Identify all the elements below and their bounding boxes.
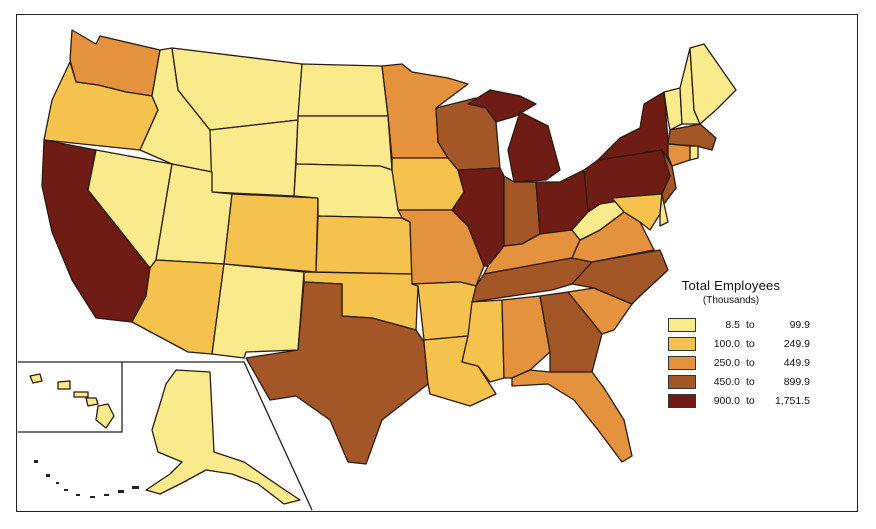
legend-high-value: 899.9 bbox=[783, 376, 810, 388]
state-hi-maui bbox=[85, 397, 99, 407]
legend-high-value: 449.9 bbox=[783, 357, 810, 369]
state-hi-kauai bbox=[29, 373, 43, 384]
state-fl bbox=[511, 369, 633, 463]
state-nd bbox=[297, 63, 389, 117]
state-ia bbox=[391, 157, 465, 211]
legend-row: 8.5 to 99.9 bbox=[668, 318, 818, 334]
legend-swatch bbox=[668, 375, 696, 389]
state-hi-big-island bbox=[95, 403, 115, 429]
legend-low-value: 8.5 bbox=[725, 319, 740, 331]
state-sd bbox=[295, 115, 393, 171]
legend-row: 100.0 to 249.9 bbox=[668, 337, 818, 353]
alaska-aleutian-islands bbox=[34, 460, 139, 498]
state-vt bbox=[663, 87, 683, 131]
legend-low-value: 450.0 bbox=[713, 376, 740, 388]
hawaii-inset bbox=[29, 373, 115, 429]
legend-low-value: 250.0 bbox=[713, 357, 740, 369]
legend-subtitle: (Thousands) bbox=[702, 295, 760, 306]
state-hi-molokai bbox=[73, 391, 89, 398]
legend-low-value: 900.0 bbox=[713, 395, 740, 407]
legend-high-value: 249.9 bbox=[783, 338, 810, 350]
legend-swatch bbox=[668, 356, 696, 370]
state-me bbox=[689, 43, 737, 125]
legend-swatch bbox=[668, 318, 696, 332]
legend-swatch bbox=[668, 337, 696, 351]
state-ct bbox=[667, 143, 691, 167]
state-wy bbox=[209, 119, 299, 197]
legend-high-value: 99.9 bbox=[789, 319, 810, 331]
inset-frame-lines bbox=[18, 361, 313, 511]
state-ak bbox=[145, 369, 301, 505]
legend-high-value: 1,751.5 bbox=[774, 395, 810, 407]
state-de bbox=[659, 193, 669, 227]
legend-row: 450.0 to 899.9 bbox=[668, 375, 818, 391]
legend-to-word: to bbox=[746, 376, 755, 388]
legend-to-word: to bbox=[746, 319, 755, 331]
alaska-inset bbox=[145, 369, 301, 505]
state-co bbox=[223, 193, 319, 273]
state-tx bbox=[245, 281, 429, 465]
legend-row: 900.0 to 1,751.5 bbox=[668, 394, 818, 410]
state-ks bbox=[315, 215, 413, 275]
legend-to-word: to bbox=[746, 395, 755, 407]
state-nm bbox=[211, 263, 305, 359]
state-il bbox=[451, 167, 505, 267]
state-hi-oahu bbox=[57, 380, 71, 390]
legend-row: 250.0 to 449.9 bbox=[668, 356, 818, 372]
state-mi-lower bbox=[507, 111, 561, 183]
legend-low-value: 100.0 bbox=[713, 338, 740, 350]
legend-to-word: to bbox=[746, 338, 755, 350]
legend-title: Total Employees bbox=[681, 278, 781, 293]
state-sc bbox=[567, 287, 633, 335]
state-ri bbox=[689, 145, 699, 161]
legend-swatch bbox=[668, 394, 696, 408]
state-in bbox=[503, 175, 541, 247]
legend-to-word: to bbox=[746, 357, 755, 369]
state-ar bbox=[411, 281, 477, 341]
